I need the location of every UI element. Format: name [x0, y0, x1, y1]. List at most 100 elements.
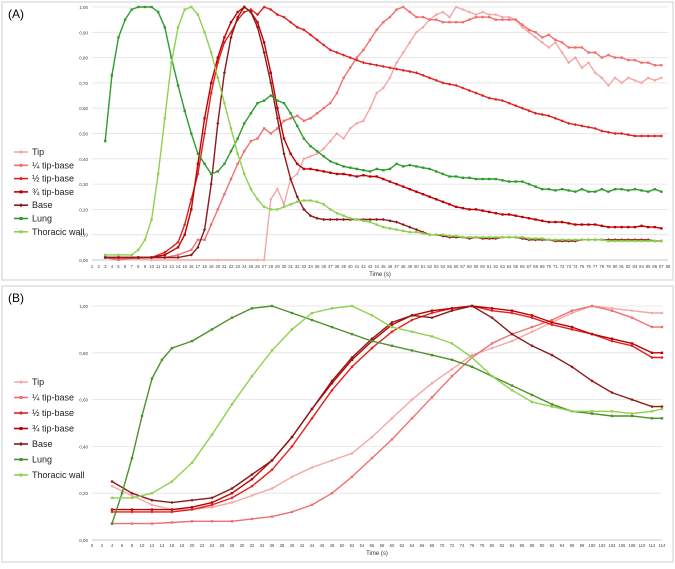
data-point — [481, 209, 484, 212]
x-tick-label: 50 — [340, 543, 345, 548]
data-point — [448, 20, 451, 24]
data-point — [243, 122, 246, 125]
data-point — [401, 185, 405, 188]
data-point — [521, 180, 524, 183]
data-point — [441, 20, 445, 24]
data-point — [514, 236, 517, 239]
data-point — [507, 101, 511, 105]
data-point — [410, 349, 414, 352]
data-point — [541, 237, 544, 240]
data-point — [554, 189, 557, 192]
data-point — [447, 235, 452, 239]
x-tick-label: 87 — [659, 264, 664, 269]
data-point — [349, 166, 352, 169]
data-point — [481, 93, 485, 98]
data-point — [490, 375, 494, 378]
data-point — [190, 498, 194, 502]
data-point — [474, 12, 478, 17]
legend-entry: Tip — [14, 377, 44, 387]
data-point — [355, 167, 359, 171]
data-point — [309, 167, 312, 171]
data-point — [490, 346, 494, 350]
legend-entry: Tip — [14, 147, 44, 157]
data-point — [315, 216, 319, 220]
data-point — [183, 222, 187, 227]
data-point — [447, 15, 452, 19]
x-tick-label: 76 — [470, 543, 475, 548]
data-point — [368, 106, 372, 110]
data-point — [534, 31, 537, 34]
y-tick-label: 0,20 — [79, 207, 88, 212]
data-point — [302, 199, 306, 202]
data-point — [454, 20, 458, 24]
data-point — [308, 154, 313, 158]
data-point — [610, 339, 614, 343]
y-tick-label: 0,00 — [79, 258, 88, 263]
data-point — [362, 168, 365, 172]
data-point — [350, 451, 354, 456]
data-point — [421, 25, 425, 29]
data-point — [150, 492, 154, 495]
data-point — [408, 40, 412, 45]
data-point — [646, 190, 650, 193]
data-point — [382, 225, 385, 229]
data-point — [610, 309, 614, 312]
data-point — [560, 41, 564, 44]
data-point — [143, 238, 147, 241]
x-tick-label: 34 — [308, 264, 313, 269]
data-point — [580, 66, 584, 70]
data-point — [310, 465, 314, 470]
x-tick-label: 66 — [520, 264, 525, 269]
x-tick-label: 12 — [162, 264, 167, 269]
x-tick-label: 78 — [480, 543, 485, 548]
data-point — [547, 238, 551, 241]
data-point — [322, 203, 325, 206]
data-point — [610, 390, 614, 395]
data-point — [534, 237, 537, 240]
data-point — [302, 28, 306, 32]
data-point — [510, 339, 514, 343]
x-tick-label: 27 — [262, 264, 267, 269]
data-point — [494, 12, 498, 17]
x-tick-label: 57 — [460, 264, 465, 269]
x-tick-label: 40 — [348, 264, 353, 269]
data-point — [150, 218, 153, 221]
x-tick-label: 67 — [527, 264, 532, 269]
data-point — [434, 12, 438, 17]
data-point — [550, 323, 554, 327]
data-point — [448, 175, 451, 178]
panel-a: (A) 0,00 0,10 0,20 0,30 0,40 0,50 0,60 0,70 0,80 0… — [1, 1, 674, 281]
data-point — [547, 45, 551, 50]
data-point — [255, 12, 260, 17]
legend-marker — [19, 396, 23, 399]
data-point — [550, 403, 554, 406]
x-tick-label: 65 — [513, 264, 518, 269]
data-point — [163, 255, 167, 260]
legend-marker — [19, 163, 23, 167]
data-point — [375, 167, 378, 171]
data-point — [270, 349, 274, 352]
data-point — [547, 33, 551, 37]
x-tick-label: 112 — [649, 543, 656, 548]
x-tick-label: 76 — [586, 264, 591, 269]
data-point — [342, 76, 345, 80]
data-point — [567, 61, 571, 65]
data-point — [394, 61, 399, 65]
x-tick-label: 22 — [229, 264, 234, 269]
data-point — [170, 346, 174, 350]
data-point — [255, 25, 260, 29]
data-point — [210, 505, 214, 509]
x-tick-label: 9 — [144, 264, 147, 269]
data-point — [103, 255, 107, 260]
data-point — [348, 126, 352, 131]
legend-label: ½ tip-base — [32, 408, 74, 418]
data-point — [414, 71, 419, 75]
data-point — [330, 325, 334, 329]
data-point — [176, 240, 180, 244]
legend-marker — [19, 411, 23, 415]
x-tick-label: 21 — [222, 264, 227, 269]
data-point — [229, 150, 233, 153]
data-point — [229, 20, 233, 24]
data-point — [441, 10, 445, 14]
data-point — [660, 351, 664, 354]
